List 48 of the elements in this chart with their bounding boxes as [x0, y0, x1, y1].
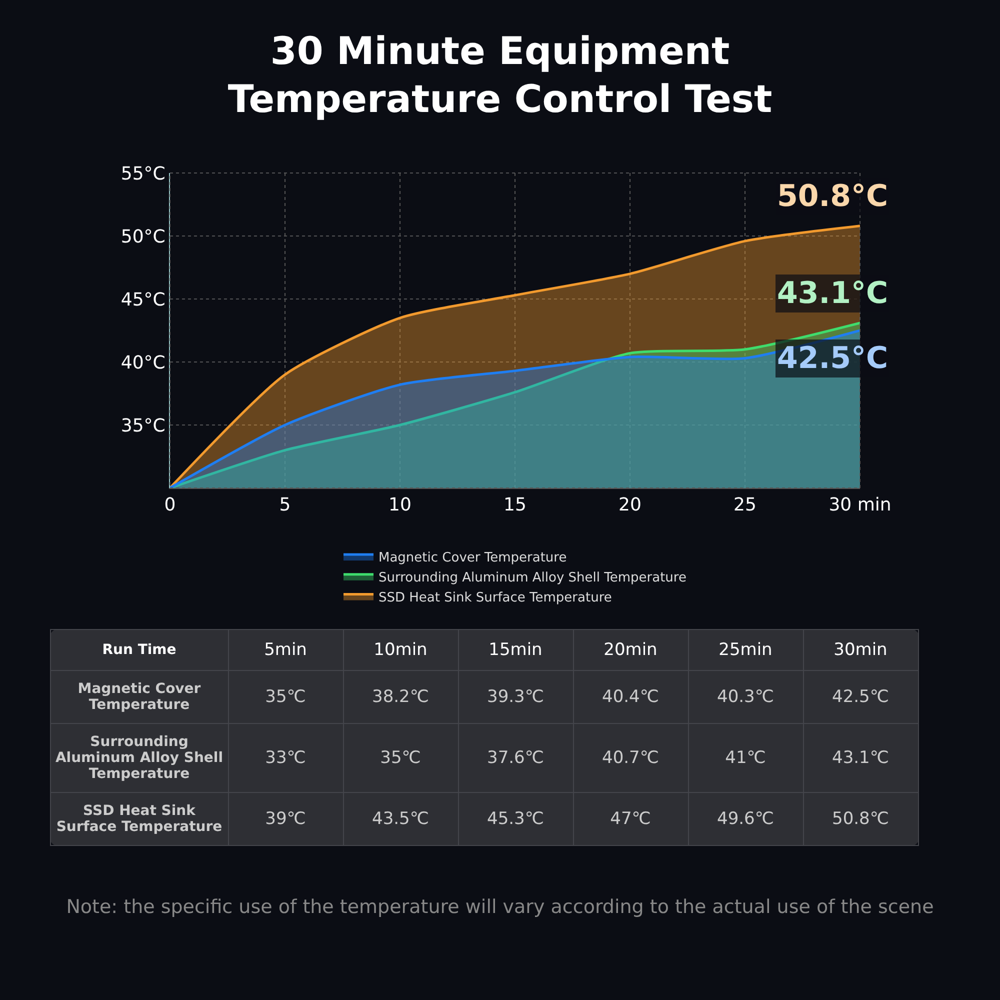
- text: Magnetic Cover Temperature: [78, 681, 201, 713]
- text: 35℃: [228, 670, 343, 724]
- y-tick-label: 45°C: [120, 289, 166, 310]
- chart-title: 30 Minute Equipment Temperature Control Test: [226, 28, 774, 122]
- legend-label: Magnetic Cover Temperature: [378, 550, 567, 566]
- text: 40.4℃: [573, 670, 688, 724]
- text: 30min: [803, 630, 918, 670]
- annotation: 50.8°C: [777, 179, 888, 214]
- x-tick-label: 20: [618, 494, 642, 516]
- x-tick-label: 5: [279, 494, 291, 516]
- text: 33℃: [228, 724, 343, 792]
- text: 20min: [573, 630, 688, 670]
- text: 43.1℃: [803, 724, 918, 792]
- x-tick-label: 30 min: [828, 494, 892, 516]
- text: 49.6℃: [688, 792, 803, 846]
- text: 35℃: [343, 724, 458, 792]
- annotation: 43.1°C: [777, 276, 888, 311]
- text: SSD Heat Sink Surface Temperature: [56, 803, 222, 835]
- text: 39℃: [228, 792, 343, 846]
- text: 50.8℃: [803, 792, 918, 846]
- text: 10min: [343, 630, 458, 670]
- y-tick-label: 55°C: [120, 163, 166, 184]
- text: Note: the specific use of the temperature will vary according to the actual use of the scene: [65, 896, 935, 918]
- text: 15min: [458, 630, 573, 670]
- y-tick-label: 35°C: [120, 415, 166, 436]
- text: 41℃: [688, 724, 803, 792]
- text: 37.6℃: [458, 724, 573, 792]
- x-tick-label: 25: [734, 494, 756, 516]
- legend-label: Surrounding Aluminum Alloy Shell Temperature: [378, 570, 686, 586]
- text: Run Time: [50, 630, 228, 670]
- text: 38.2℃: [343, 670, 458, 724]
- text: 39.3℃: [458, 670, 573, 724]
- x-tick-label: 10: [388, 494, 412, 516]
- text: 40.7℃: [573, 724, 688, 792]
- annotation: 42.5°C: [777, 341, 888, 376]
- x-tick-label: 0: [164, 494, 176, 516]
- text: 45.3℃: [458, 792, 573, 846]
- y-tick-label: 40°C: [120, 352, 166, 374]
- text: Surrounding Aluminum Alloy Shell Temperature: [55, 734, 224, 782]
- text: 43.5℃: [343, 792, 458, 846]
- text: 25min: [688, 630, 803, 670]
- x-tick-label: 15: [504, 494, 526, 516]
- text: 5min: [228, 630, 343, 670]
- y-tick-label: 50°C: [120, 226, 166, 248]
- text: 40.3℃: [688, 670, 803, 724]
- text: 42.5℃: [803, 670, 918, 724]
- text: 47℃: [573, 792, 688, 846]
- legend-label: SSD Heat Sink Surface Temperature: [378, 590, 612, 606]
